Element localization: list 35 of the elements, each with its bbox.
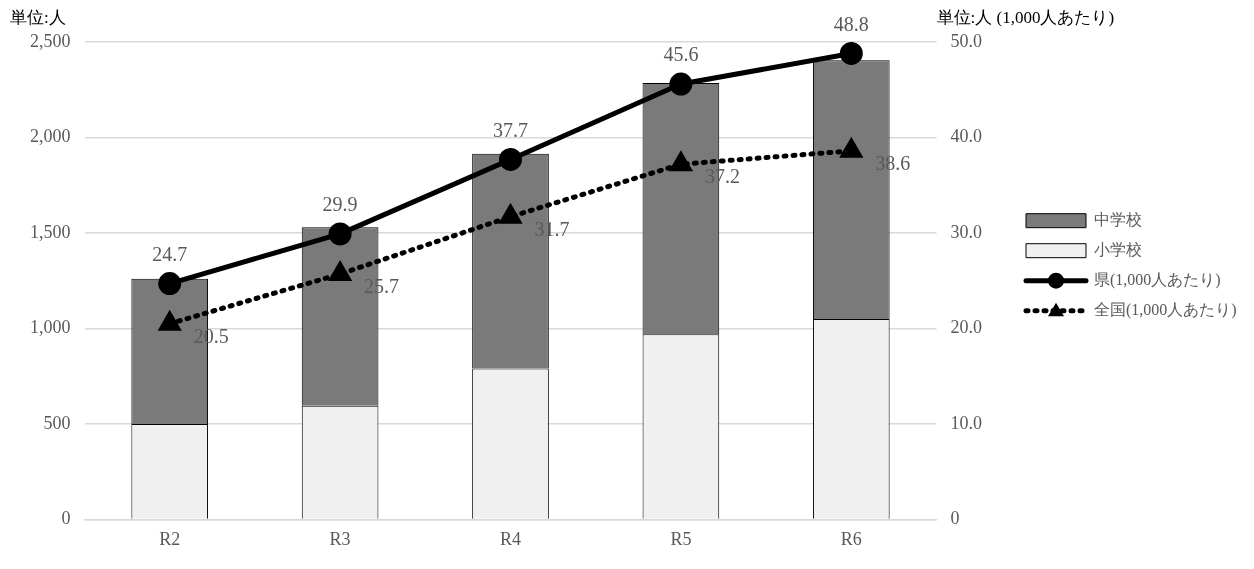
y2-axis-title: 単位:人 (1,000人あたり) [936, 7, 1115, 27]
x-tick-label: R6 [840, 528, 862, 549]
data-label: 24.7 [152, 242, 188, 265]
y-tick-label: 1,000 [30, 317, 71, 338]
y-tick-label: 1,500 [30, 221, 71, 242]
data-label: 45.6 [663, 43, 699, 66]
point [500, 205, 521, 224]
point [669, 72, 693, 96]
x-tick-label: R5 [670, 528, 692, 549]
point [841, 139, 862, 158]
y-tick-label: 2,000 [30, 126, 71, 147]
y2-tick-label: 40.0 [950, 126, 982, 147]
y2-tick-label: 30.0 [950, 221, 982, 242]
y-tick-label: 0 [61, 508, 71, 529]
x-tick-label: R2 [159, 528, 181, 549]
y2-tick-label: 0 [950, 508, 960, 529]
legend-label: 小学校 [1094, 240, 1142, 258]
point [839, 42, 863, 65]
legend-label: 県(1,000人あたり) [1094, 270, 1221, 289]
y2-tick-label: 10.0 [950, 412, 982, 433]
point [159, 312, 180, 331]
data-label: 29.9 [322, 193, 358, 216]
legend-label: 中学校 [1094, 210, 1142, 228]
y-tick-label: 500 [43, 412, 71, 433]
x-tick-label: R3 [329, 528, 351, 549]
legend-label: 全国(1,000人あたり) [1094, 300, 1237, 319]
y-axis-title: 単位:人 [10, 7, 66, 27]
y2-tick-label: 50.0 [950, 30, 982, 51]
data-label: 48.8 [833, 12, 869, 35]
x-tick-label: R4 [499, 528, 522, 549]
y2-tick-label: 20.0 [950, 317, 982, 338]
y-tick-label: 2,500 [30, 30, 71, 51]
point [499, 147, 522, 171]
point [328, 222, 352, 246]
data-label: 37.7 [493, 118, 528, 141]
